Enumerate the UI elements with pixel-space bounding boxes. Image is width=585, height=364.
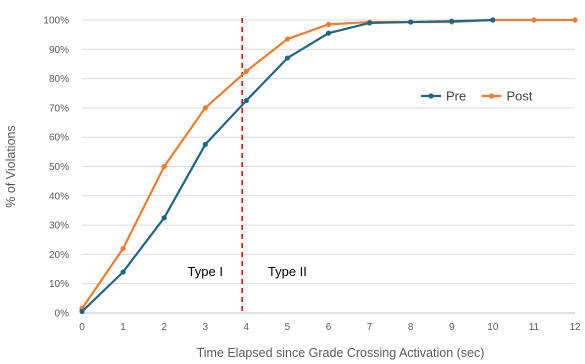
series-line-post (81, 18, 575, 310)
x-tick-label: 0 (79, 322, 85, 333)
x-tick-label: 5 (285, 322, 291, 333)
annotation-label: Type I (188, 264, 223, 279)
data-point-pre (243, 97, 249, 104)
data-point-pre (161, 215, 167, 221)
annotation-layer: Type I Type II (188, 18, 307, 313)
x-tick-label: 3 (202, 322, 208, 333)
y-tick-label: 50% (49, 162, 69, 173)
x-tick-labels: 0 1 2 3 4 5 6 7 8 9 10 11 12 (79, 322, 581, 333)
x-tick-label: 6 (326, 322, 332, 333)
data-point-pre (202, 141, 208, 148)
legend-marker-pre (428, 93, 434, 99)
y-tick-label: 90% (49, 45, 69, 56)
y-tick-label: 20% (49, 250, 69, 261)
y-tick-label: 10% (49, 279, 69, 290)
data-point-pre (490, 17, 496, 23)
legend-label: Post (507, 89, 533, 104)
x-tick-label: 1 (120, 322, 126, 333)
y-tick-label: 100% (43, 16, 69, 27)
y-axis-title: % of Violations (4, 125, 18, 207)
x-tick-label: 8 (408, 322, 414, 333)
gridlines (82, 19, 575, 285)
x-tick-label: 7 (367, 322, 373, 333)
data-point-pre (366, 20, 373, 26)
data-point-post (572, 17, 578, 23)
x-tick-label: 9 (449, 322, 455, 333)
data-point-pre (325, 30, 332, 36)
data-point-pre (120, 269, 126, 275)
y-tick-label: 0% (55, 309, 70, 320)
data-point-post (243, 68, 249, 74)
legend-marker-post (488, 93, 495, 99)
data-point-post (325, 21, 332, 27)
data-point-pre (449, 18, 455, 24)
data-point-pre (79, 308, 85, 315)
data-point-pre (408, 19, 414, 25)
y-tick-labels: 0% 10% 20% 30% 40% 50% 60% 70% 80% 90% 100% (43, 16, 69, 320)
x-tick-label: 4 (244, 322, 250, 333)
y-tick-label: 60% (49, 133, 69, 144)
x-tick-label: 10 (487, 322, 499, 333)
data-point-pre (284, 55, 291, 61)
annotation-label: Type II (268, 264, 307, 279)
legend: Pre Post (421, 89, 533, 104)
data-point-post (202, 105, 208, 111)
y-tick-label: 80% (49, 74, 69, 85)
x-tick-label: 12 (569, 322, 581, 333)
data-point-post (120, 245, 126, 252)
series-layer (79, 17, 578, 315)
x-tick-label: 2 (161, 322, 167, 333)
y-tick-label: 70% (49, 103, 69, 114)
y-tick-label: 30% (49, 221, 69, 232)
data-point-post (284, 36, 291, 42)
data-point-post (531, 17, 537, 23)
x-tick-label: 11 (529, 322, 540, 333)
y-tick-label: 40% (49, 191, 69, 202)
legend-label: Pre (446, 89, 466, 104)
x-axis-title: Time Elapsed since Grade Crossing Activa… (197, 346, 485, 360)
data-point-post (161, 163, 167, 170)
